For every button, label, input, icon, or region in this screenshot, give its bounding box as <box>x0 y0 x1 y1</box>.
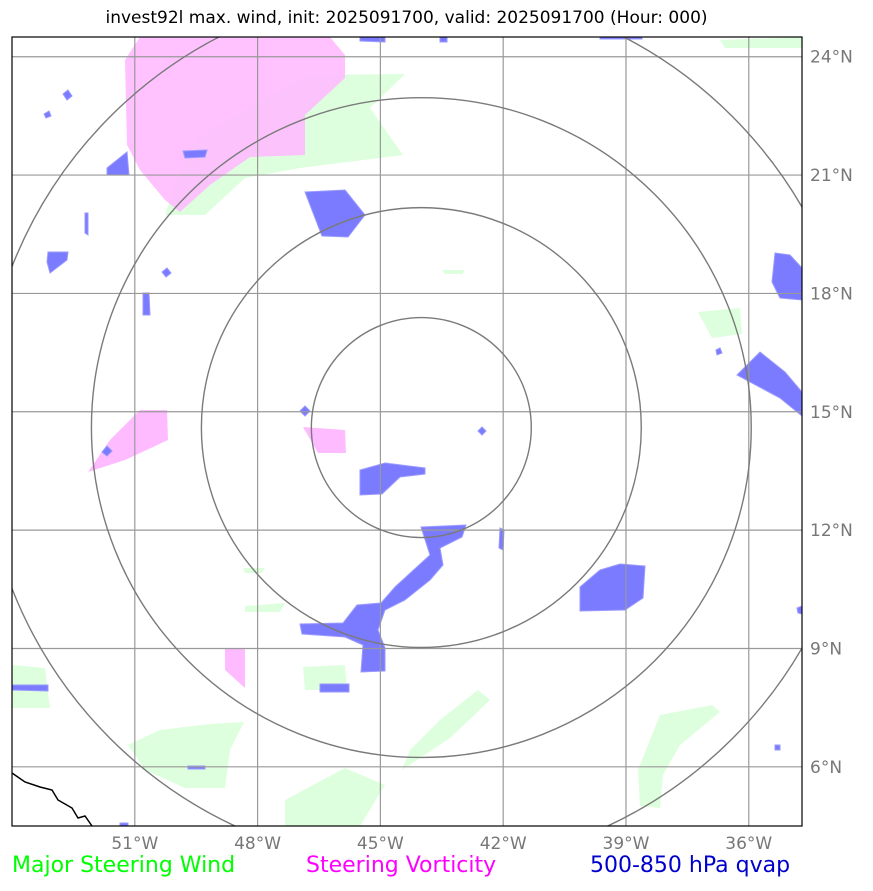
coastline <box>11 772 93 827</box>
longitude-labels: 51°W 48°W 45°W 42°W 39°W 36°W <box>111 834 772 854</box>
vorticity-region <box>303 427 346 453</box>
longitude-tick-label: 45°W <box>357 834 404 854</box>
qvap-region <box>579 563 646 612</box>
latitude-labels: 6°N 9°N 12°N 15°N 18°N 21°N 24°N <box>810 48 853 778</box>
latitude-tick-label: 6°N <box>810 758 842 778</box>
wind-region <box>402 690 490 770</box>
latitude-tick-label: 18°N <box>810 284 853 304</box>
qvap-region <box>46 251 69 274</box>
qvap-region <box>359 36 386 43</box>
qvap-region <box>62 89 73 101</box>
qvap-region <box>319 683 350 693</box>
longitude-tick-label: 42°W <box>480 834 527 854</box>
wind-region <box>442 270 465 274</box>
qvap-region <box>304 189 366 238</box>
range-rings <box>12 37 802 826</box>
qvap-region <box>477 426 487 436</box>
vorticity-region <box>125 37 345 212</box>
wind-region <box>698 308 742 338</box>
qvap-region <box>299 405 311 417</box>
wind-region <box>638 705 720 808</box>
latitude-tick-label: 12°N <box>810 521 853 541</box>
steering-vorticity-layer <box>88 37 346 688</box>
qvap-region <box>43 110 52 119</box>
legend-steering-vorticity: Steering Vorticity <box>306 853 497 878</box>
qvap-region <box>106 151 130 176</box>
wind-region <box>720 37 802 48</box>
wind-region <box>245 603 285 612</box>
qvap-region <box>715 347 723 356</box>
longitude-tick-label: 36°W <box>725 834 772 854</box>
longitude-tick-label: 39°W <box>603 834 650 854</box>
legend-steering-wind: Major Steering Wind <box>12 853 236 878</box>
wind-region <box>128 722 244 788</box>
qvap-region <box>439 36 448 43</box>
qvap-region <box>142 292 151 316</box>
qvap-region <box>84 212 89 236</box>
range-ring <box>90 96 752 759</box>
qvap-region <box>796 605 803 615</box>
qvap-region <box>299 524 467 673</box>
graticule <box>12 37 802 826</box>
map-title: invest92l max. wind, init: 2025091700, v… <box>105 8 708 28</box>
vorticity-region <box>225 648 245 688</box>
latitude-tick-label: 15°N <box>810 403 853 423</box>
longitude-tick-label: 51°W <box>111 834 158 854</box>
latitude-tick-label: 21°N <box>810 166 853 186</box>
longitude-tick-label: 48°W <box>234 834 281 854</box>
qvap-region <box>11 684 49 692</box>
qvap-region <box>101 445 113 457</box>
qvap-region <box>161 267 172 278</box>
qvap-layer <box>11 36 803 827</box>
qvap-region <box>736 351 803 418</box>
qvap-region <box>182 149 208 159</box>
wind-region <box>285 768 385 826</box>
latitude-tick-label: 9°N <box>810 639 842 659</box>
qvap-region <box>359 462 426 496</box>
qvap-region <box>774 744 781 751</box>
range-ring <box>200 206 642 649</box>
range-ring <box>310 316 532 539</box>
legend-qvap: 500-850 hPa qvap <box>590 853 791 878</box>
map-frame <box>11 36 803 827</box>
vorticity-region <box>88 410 168 472</box>
latitude-tick-label: 24°N <box>810 48 853 68</box>
